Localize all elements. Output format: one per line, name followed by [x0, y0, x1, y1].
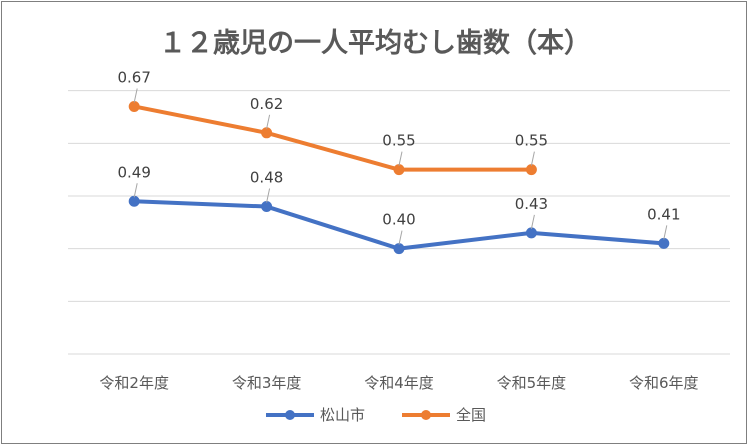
legend-marker [285, 410, 295, 420]
x-tick-label: 令和2年度 [99, 374, 169, 392]
data-point [128, 100, 140, 112]
series-layer: 0.49 0.48 0.40 0.43 0.41 0.67 0.62 0.55 0.55 [117, 68, 681, 255]
data-point [525, 227, 537, 239]
data-label: 0.67 [117, 68, 150, 86]
chart-title: １２歳児の一人平均むし歯数（本） [159, 28, 591, 59]
leader-line [133, 183, 138, 198]
data-label: 0.55 [382, 132, 415, 150]
x-tick-label: 令和3年度 [232, 374, 302, 392]
data-label: 0.55 [515, 132, 548, 150]
data-label: 0.48 [250, 169, 283, 187]
legend: 松山市 全国 [266, 406, 486, 424]
x-tick-label: 令和6年度 [629, 374, 699, 392]
legend-marker [421, 410, 431, 420]
data-point [525, 164, 537, 176]
data-point [658, 237, 670, 249]
leader-line [133, 88, 138, 103]
x-axis-ticks: 令和2年度 令和3年度 令和4年度 令和5年度 令和6年度 [99, 374, 698, 392]
x-tick-label: 令和4年度 [364, 374, 434, 392]
leader-line [530, 151, 535, 166]
data-point [393, 164, 405, 176]
data-label: 0.40 [382, 211, 415, 229]
leader-line [398, 230, 403, 245]
data-label: 0.49 [117, 163, 150, 181]
data-label: 0.41 [647, 205, 680, 223]
series-national: 0.67 0.62 0.55 0.55 [117, 68, 548, 176]
legend-label: 全国 [456, 406, 486, 424]
legend-label: 松山市 [320, 406, 365, 424]
x-tick-label: 令和5年度 [497, 374, 567, 392]
leader-line [266, 114, 271, 129]
data-point [128, 195, 140, 207]
leader-line [398, 151, 403, 166]
leader-line [530, 214, 535, 229]
data-label: 0.62 [250, 95, 283, 113]
data-label: 0.43 [515, 195, 548, 213]
series-line [133, 104, 532, 172]
gridlines [68, 90, 730, 355]
data-point [261, 127, 273, 139]
data-point [393, 243, 405, 255]
series-matsuyama: 0.49 0.48 0.40 0.43 0.41 [117, 163, 681, 255]
data-point [261, 201, 273, 213]
leader-line [266, 188, 271, 203]
leader-line [663, 225, 668, 240]
